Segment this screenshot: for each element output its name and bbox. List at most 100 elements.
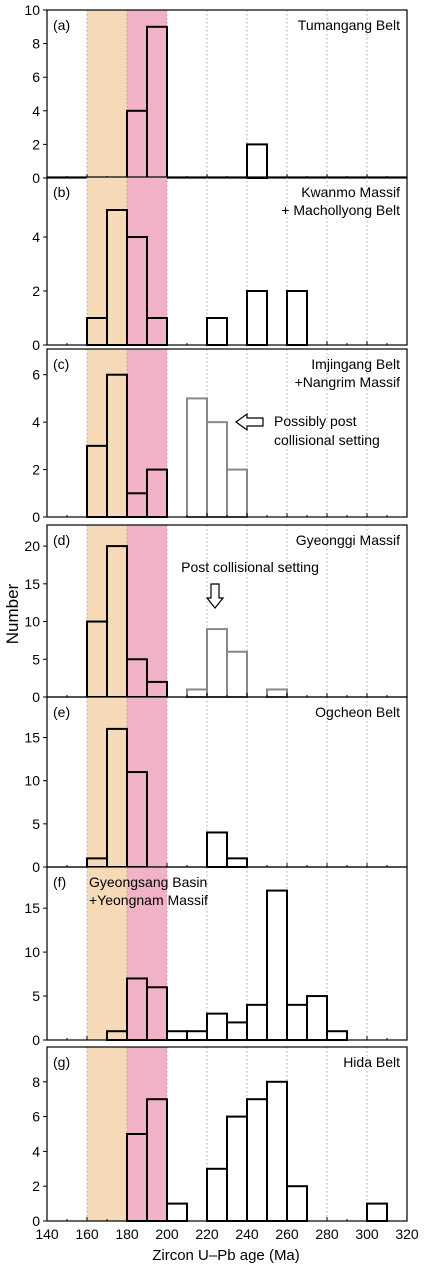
bar	[246, 143, 268, 179]
panel-letter: (g)	[53, 1054, 70, 1070]
shaded-range-160-180	[87, 10, 127, 178]
y-tick-label: 0	[32, 509, 40, 525]
panel-letter: (a)	[53, 17, 70, 33]
y-tick-label: 0	[32, 1032, 40, 1048]
panel-title: Imjingang Belt	[311, 356, 400, 372]
bar	[226, 1021, 248, 1042]
panel-letter: (d)	[53, 532, 70, 548]
panel-a: 0 2 4 6 8 10 (a) Tumangang Belt	[24, 2, 408, 186]
y-tick-label: 0	[32, 689, 40, 705]
y-tick-label: 6	[32, 69, 40, 85]
plot-frame	[46, 866, 408, 1041]
bar	[366, 1202, 388, 1222]
bar	[166, 1202, 188, 1222]
panel-title: +Yeongnam Massif	[89, 892, 208, 908]
y-tick-label: 6	[32, 1109, 40, 1125]
y-tick-label: 15	[24, 900, 40, 916]
y-tick-label: 8	[32, 1074, 40, 1090]
y-tick-label: 6	[32, 367, 40, 383]
panel-title: + Machollyong Belt	[281, 202, 400, 218]
y-tick-label: 5	[32, 651, 40, 667]
panel-title: +Nangrim Massif	[295, 374, 401, 390]
panel-d: 0 5 10 15 20 (d) Gyeonggi Massif Post collision…	[24, 524, 408, 705]
panel-letter: (b)	[53, 184, 70, 200]
x-tick-label: 240	[235, 1226, 259, 1242]
x-tick-label: 180	[115, 1226, 139, 1242]
y-tick-label: 2	[32, 462, 40, 478]
bar	[226, 857, 248, 868]
shaded-range-160-180	[87, 867, 127, 1040]
y-tick-label: 10	[24, 944, 40, 960]
y-tick-label: 0	[32, 859, 40, 875]
x-tick-label: 260	[275, 1226, 299, 1242]
bar	[206, 628, 228, 698]
bar	[286, 1003, 308, 1041]
annotation-arrow	[234, 412, 264, 432]
panel-letter: (c)	[53, 356, 69, 372]
bar	[206, 1012, 228, 1042]
x-tick-labels: 140 160 180 200 220 240 260 280 300 320	[35, 1226, 419, 1242]
x-tick-label: 280	[315, 1226, 339, 1242]
bar	[226, 650, 248, 699]
bar	[246, 1098, 268, 1222]
x-tick-label: 160	[75, 1226, 99, 1242]
annotation-text: collisional setting	[274, 432, 380, 448]
bar	[306, 995, 328, 1041]
plot-frame	[46, 176, 408, 346]
bar	[266, 688, 288, 698]
annotation-text: Post collisional setting	[181, 559, 319, 575]
y-tick-label: 10	[24, 2, 40, 18]
bar	[206, 831, 228, 869]
y-tick-label: 0	[32, 337, 40, 353]
x-tick-label: 140	[35, 1226, 59, 1242]
annotation-arrow	[205, 583, 225, 609]
bar	[226, 468, 248, 519]
y-tick-label: 4	[32, 229, 40, 245]
panel-g: 0 2 4 6 8 (g) Hida Belt	[32, 1046, 408, 1229]
panel-title: Gyeongsang Basin	[89, 874, 207, 890]
y-axis-title: Number	[3, 583, 22, 644]
bar	[246, 290, 268, 346]
y-tick-label: 4	[32, 414, 40, 430]
bar	[266, 889, 288, 1041]
y-tick-label: 10	[24, 773, 40, 789]
bar	[206, 421, 228, 518]
bar	[206, 1167, 228, 1223]
y-tick-label: 0	[32, 170, 40, 186]
x-tick-label: 220	[195, 1226, 219, 1242]
y-tick-label: 4	[32, 1143, 40, 1159]
panel-title: Kwanmo Massif	[301, 184, 400, 200]
panel-letter: (f)	[53, 874, 66, 890]
bar	[286, 290, 308, 346]
y-tick-label: 10	[24, 614, 40, 630]
plot-frame	[46, 1046, 408, 1222]
plot-frame	[46, 348, 408, 518]
bar	[266, 1080, 288, 1223]
y-tick-label: 5	[32, 988, 40, 1004]
annotation-text: Possibly post	[274, 413, 357, 429]
panel-title: Hida Belt	[343, 1054, 400, 1070]
x-tick-label: 320	[395, 1226, 419, 1242]
y-tick-label: 20	[24, 538, 40, 554]
bar	[246, 1003, 268, 1041]
panel-c: 0 2 4 6 (c) Imjingang Belt +Nangrim Massif Poss…	[32, 348, 408, 525]
plot-frame	[46, 9, 408, 179]
panel-title: Ogcheon Belt	[315, 704, 400, 720]
y-tick-label: 4	[32, 103, 40, 119]
panel-title: Tumangang Belt	[298, 17, 400, 33]
panel-title: Gyeonggi Massif	[296, 532, 400, 548]
x-tick-label: 200	[155, 1226, 179, 1242]
bar	[186, 688, 208, 698]
panels: 0 2 4 6 8 10 (a) Tumangang Belt 0 2 4 (b) Kwanmo Mas…	[24, 2, 418, 1242]
bar	[186, 397, 208, 518]
panel-e: 0 5 10 15 (e) Ogcheon Belt	[24, 696, 408, 875]
y-tick-label: 15	[24, 730, 40, 746]
bar	[166, 1030, 188, 1042]
bar	[226, 1115, 248, 1222]
y-tick-label: 2	[32, 136, 40, 152]
y-tick-label: 8	[32, 36, 40, 52]
y-tick-label: 15	[24, 576, 40, 592]
bar	[326, 1030, 348, 1042]
bar	[286, 1185, 308, 1222]
